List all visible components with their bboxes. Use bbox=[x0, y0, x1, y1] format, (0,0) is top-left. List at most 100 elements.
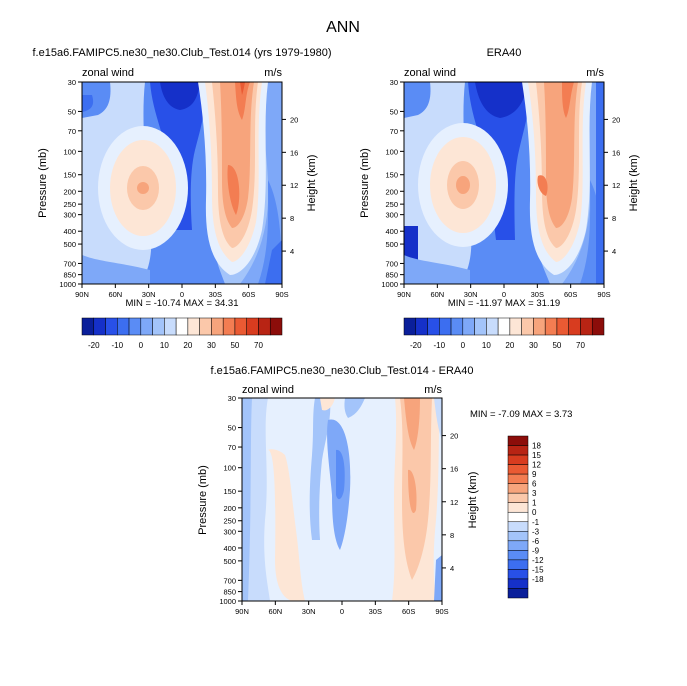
pressure-tick-label: 70 bbox=[68, 127, 76, 136]
latitude-tick-label: 0 bbox=[180, 290, 184, 299]
height-tick-label: 20 bbox=[450, 432, 458, 441]
latitude-tick-label: 60S bbox=[242, 290, 255, 299]
colorbar-swatch bbox=[175, 317, 189, 336]
colorbar-swatch bbox=[269, 317, 283, 336]
pressure-tick-label: 200 bbox=[63, 187, 76, 196]
pressure-tick-label: 70 bbox=[228, 443, 236, 452]
colorbar-swatch bbox=[486, 317, 499, 336]
colorbar-swatch bbox=[246, 317, 259, 336]
colorbar-label: 9 bbox=[532, 470, 537, 479]
colorbar-label: 10 bbox=[160, 341, 169, 350]
pressure-tick-label: 250 bbox=[223, 517, 236, 526]
pressure-tick-label: 1000 bbox=[381, 280, 398, 289]
colorbar-label: 50 bbox=[230, 341, 239, 350]
colorbar-label: 70 bbox=[254, 341, 263, 350]
colorbar-swatch bbox=[117, 317, 130, 336]
pressure-tick-label: 50 bbox=[228, 424, 236, 433]
colorbar-swatch bbox=[140, 317, 153, 336]
height-tick-label: 8 bbox=[450, 531, 454, 540]
pressure-tick-label: 850 bbox=[63, 271, 76, 280]
panel-title: f.e15a6.FAMIPC5.ne30_ne30.Club_Test.014 … bbox=[32, 47, 331, 59]
pressure-tick-label: 50 bbox=[390, 107, 398, 116]
latitude-tick-label: 90S bbox=[435, 607, 448, 616]
colorbar-swatch bbox=[81, 317, 95, 336]
colorbar-swatch bbox=[105, 317, 118, 336]
height-tick-label: 8 bbox=[290, 214, 294, 223]
y-axis-label: Pressure (mb) bbox=[359, 148, 371, 218]
colorbar-swatch bbox=[507, 435, 529, 446]
height-tick-label: 4 bbox=[450, 564, 454, 573]
colorbar-swatch bbox=[507, 588, 529, 599]
colorbar-swatch bbox=[152, 317, 165, 336]
colorbar-swatch bbox=[507, 559, 529, 570]
pressure-tick-label: 150 bbox=[223, 487, 236, 496]
latitude-tick-label: 30N bbox=[464, 290, 478, 299]
colorbar-swatch bbox=[544, 317, 558, 336]
pressure-tick-label: 700 bbox=[63, 259, 76, 268]
height-tick-label: 20 bbox=[612, 115, 620, 124]
colorbar-swatch bbox=[128, 317, 142, 336]
latitude-tick-label: 90S bbox=[275, 290, 288, 299]
pressure-tick-label: 70 bbox=[390, 127, 398, 136]
y-axis-label-right: Height (km) bbox=[467, 472, 479, 529]
colorbar-swatch bbox=[507, 464, 529, 475]
colorbar-label: -9 bbox=[532, 546, 540, 555]
colorbar-label: -20 bbox=[410, 341, 422, 350]
contour-field bbox=[404, 82, 604, 284]
stats-label: MIN = -7.09 MAX = 3.73 bbox=[470, 409, 572, 420]
colorbar-swatch bbox=[580, 317, 593, 336]
field-label: zonal wind bbox=[242, 384, 294, 396]
pressure-tick-label: 850 bbox=[385, 271, 398, 280]
colorbar-swatch bbox=[403, 317, 417, 336]
colorbar-label: 30 bbox=[207, 341, 216, 350]
pressure-tick-label: 150 bbox=[385, 171, 398, 180]
colorbar-label: 0 bbox=[139, 341, 144, 350]
panel-era40: ERA40 zonal wind m/s Press bbox=[359, 47, 640, 309]
colorbar-label: 20 bbox=[183, 341, 192, 350]
colorbar-label: -10 bbox=[112, 341, 124, 350]
latitude-tick-label: 0 bbox=[502, 290, 506, 299]
pressure-tick-label: 200 bbox=[223, 504, 236, 513]
colorbar-label: -18 bbox=[532, 575, 544, 584]
units-label: m/s bbox=[586, 67, 604, 79]
pressure-tick-label: 400 bbox=[385, 227, 398, 236]
colorbar-swatch bbox=[507, 578, 529, 589]
pressure-tick-label: 150 bbox=[63, 171, 76, 180]
contour-field bbox=[242, 398, 442, 601]
colorbar-swatch bbox=[258, 317, 271, 336]
height-tick-label: 8 bbox=[612, 214, 616, 223]
pressure-tick-label: 500 bbox=[223, 557, 236, 566]
latitude-tick-label: 90N bbox=[75, 290, 89, 299]
colorbar-swatch bbox=[497, 317, 511, 336]
colorbar-swatch bbox=[507, 473, 529, 484]
colorbar-label: 70 bbox=[576, 341, 585, 350]
height-tick-label: 16 bbox=[450, 465, 458, 474]
colorbar-label: -20 bbox=[88, 341, 100, 350]
field-label: zonal wind bbox=[82, 67, 134, 79]
colorbar-swatch bbox=[199, 317, 212, 336]
colorbar-label: -12 bbox=[532, 556, 544, 565]
latitude-tick-label: 30S bbox=[369, 607, 382, 616]
colorbar-swatch bbox=[507, 540, 529, 551]
latitude-tick-label: 30S bbox=[209, 290, 222, 299]
latitude-tick-label: 30N bbox=[142, 290, 156, 299]
colorbar-swatch bbox=[439, 317, 452, 336]
colorbar-label: 30 bbox=[529, 341, 538, 350]
colorbar-swatch bbox=[509, 317, 522, 336]
colorbar-swatch bbox=[507, 569, 529, 580]
latitude-tick-label: 60S bbox=[402, 607, 415, 616]
latitude-tick-label: 90S bbox=[597, 290, 610, 299]
pressure-tick-label: 700 bbox=[385, 259, 398, 268]
pressure-tick-label: 100 bbox=[223, 464, 236, 473]
units-label: m/s bbox=[264, 67, 282, 79]
latitude-tick-label: 90N bbox=[235, 607, 249, 616]
colorbar-swatch bbox=[474, 317, 487, 336]
units-label: m/s bbox=[424, 384, 442, 396]
latitude-tick-label: 60N bbox=[108, 290, 122, 299]
pressure-tick-label: 850 bbox=[223, 588, 236, 597]
colorbar-swatch bbox=[187, 317, 200, 336]
pressure-tick-label: 1000 bbox=[219, 597, 236, 606]
colorbar-label: -3 bbox=[532, 527, 540, 536]
stats-label: MIN = -11.97 MAX = 31.19 bbox=[448, 298, 560, 309]
